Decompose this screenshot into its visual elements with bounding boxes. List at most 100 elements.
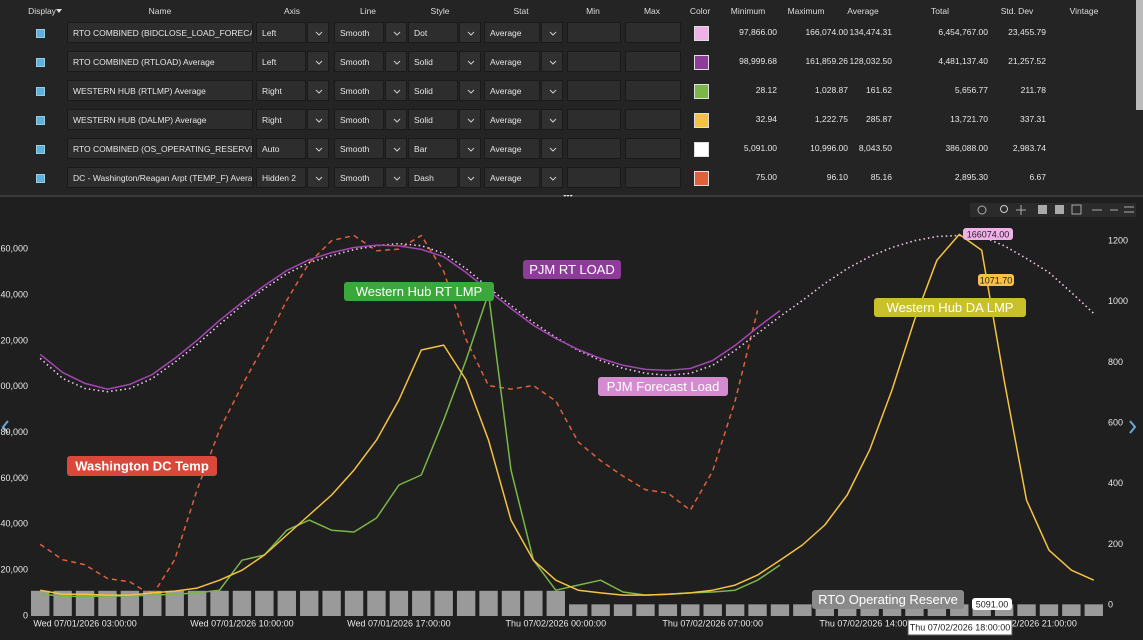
stat-dropdown[interactable]: Average bbox=[484, 167, 540, 188]
style-dropdown-arrow bbox=[459, 109, 481, 130]
stat-dropdown-arrow bbox=[541, 138, 563, 159]
column-header: Total bbox=[931, 6, 949, 16]
y-tick-label: 140,000 bbox=[0, 290, 28, 300]
maximum-value: 10,996.00 bbox=[810, 143, 848, 153]
checkbox[interactable] bbox=[36, 58, 45, 67]
bar bbox=[725, 604, 745, 616]
column-header: Display bbox=[28, 6, 56, 16]
pan-icon[interactable] bbox=[1016, 205, 1026, 215]
next-arrow[interactable] bbox=[1129, 420, 1137, 434]
bar bbox=[882, 604, 902, 616]
bar bbox=[927, 604, 947, 616]
color-swatch[interactable] bbox=[694, 142, 709, 157]
line-dropdown[interactable]: Smooth bbox=[334, 138, 384, 159]
style-dropdown[interactable]: Solid bbox=[408, 80, 458, 101]
axis-dropdown[interactable]: Right bbox=[256, 109, 306, 130]
stat-dropdown[interactable]: Average bbox=[484, 51, 540, 72]
name-input[interactable]: WESTERN HUB (RTLMP) Average bbox=[67, 80, 253, 101]
min-input[interactable] bbox=[567, 22, 621, 43]
maximum-value: 1,028.87 bbox=[814, 85, 848, 95]
zoom-in-icon[interactable] bbox=[1038, 205, 1047, 214]
axis-dropdown[interactable]: Left bbox=[256, 22, 306, 43]
checkbox[interactable] bbox=[36, 29, 45, 38]
min-input[interactable] bbox=[567, 138, 621, 159]
zoom-icon[interactable] bbox=[1000, 205, 1008, 213]
max-input[interactable] bbox=[625, 51, 681, 72]
stat-dropdown[interactable]: Average bbox=[484, 138, 540, 159]
checkbox[interactable] bbox=[36, 116, 45, 125]
axis-dropdown-arrow bbox=[307, 22, 329, 43]
max-input[interactable] bbox=[625, 80, 681, 101]
x-tick-label: Thu 07/02/2026 00:00:00 bbox=[505, 618, 606, 628]
color-swatch[interactable] bbox=[694, 84, 709, 99]
style-dropdown[interactable]: Dot bbox=[408, 22, 458, 43]
stat-dropdown-arrow bbox=[541, 80, 563, 101]
stat-dropdown[interactable]: Average bbox=[484, 22, 540, 43]
axis-dropdown[interactable]: Left bbox=[256, 51, 306, 72]
scrollbar[interactable] bbox=[1136, 0, 1143, 110]
max-input[interactable] bbox=[625, 138, 681, 159]
line-dropdown[interactable]: Smooth bbox=[334, 109, 384, 130]
autoscale-icon[interactable] bbox=[1071, 204, 1082, 215]
min-input[interactable] bbox=[567, 167, 621, 188]
y2-tick-label: 800 bbox=[1108, 357, 1123, 367]
y-tick-label: 120,000 bbox=[0, 335, 28, 345]
min-input[interactable] bbox=[567, 109, 621, 130]
y-tick-label: 160,000 bbox=[0, 244, 28, 254]
bar bbox=[950, 604, 969, 616]
axis-dropdown-arrow bbox=[307, 80, 329, 101]
bar bbox=[793, 604, 812, 616]
name-input[interactable]: RTO COMBINED (BIDCLOSE_LOAD_FORECAS bbox=[67, 22, 253, 43]
annotation-box bbox=[344, 282, 494, 301]
axis-dropdown[interactable]: Right bbox=[256, 80, 306, 101]
style-dropdown[interactable]: Solid bbox=[408, 51, 458, 72]
axis-dropdown[interactable]: Hidden 2 bbox=[256, 167, 306, 188]
sort-icon bbox=[56, 9, 62, 13]
line-dropdown-arrow bbox=[385, 167, 407, 188]
line-dropdown[interactable]: Smooth bbox=[334, 51, 384, 72]
checkbox[interactable] bbox=[36, 145, 45, 154]
color-swatch[interactable] bbox=[694, 113, 709, 128]
zoom-out-icon[interactable] bbox=[1055, 205, 1064, 214]
checkbox[interactable] bbox=[36, 174, 45, 183]
axis-dropdown[interactable]: Auto bbox=[256, 138, 306, 159]
style-dropdown[interactable]: Dash bbox=[408, 167, 458, 188]
x-tick-label: Wed 07/01/2026 03:00:00 bbox=[33, 618, 136, 628]
name-input[interactable]: RTO COMBINED (RTLOAD) Average bbox=[67, 51, 253, 72]
line-dropdown[interactable]: Smooth bbox=[334, 80, 384, 101]
name-input[interactable]: DC - Washington/Reagan Arpt (TEMP_F) Ave… bbox=[67, 167, 253, 188]
style-dropdown[interactable]: Solid bbox=[408, 109, 458, 130]
y-tick-label: 100,000 bbox=[0, 381, 28, 391]
style-dropdown-arrow bbox=[459, 51, 481, 72]
average-value: 8,043.50 bbox=[858, 143, 892, 153]
splitter-grip[interactable]: ••• bbox=[563, 195, 572, 200]
std_dev-value: 6.67 bbox=[1029, 172, 1046, 182]
total-value: 6,454,767.00 bbox=[938, 27, 988, 37]
toolbar-bg bbox=[970, 203, 1136, 217]
checkbox[interactable] bbox=[36, 87, 45, 96]
column-header: Color bbox=[689, 6, 711, 16]
color-swatch[interactable] bbox=[694, 26, 709, 41]
annotation: Western Hub RT LMP bbox=[356, 284, 482, 299]
min-input[interactable] bbox=[567, 80, 621, 101]
color-swatch[interactable] bbox=[694, 171, 709, 186]
prev-arrow[interactable] bbox=[1, 420, 9, 434]
name-input[interactable]: RTO COMBINED (OS_OPERATING_RESERVE) A bbox=[67, 138, 253, 159]
max-input[interactable] bbox=[625, 22, 681, 43]
axis-dropdown-arrow bbox=[307, 109, 329, 130]
max-input[interactable] bbox=[625, 109, 681, 130]
annotation-box bbox=[978, 274, 1014, 286]
name-input[interactable]: WESTERN HUB (DALMP) Average bbox=[67, 109, 253, 130]
style-dropdown[interactable]: Bar bbox=[408, 138, 458, 159]
stat-dropdown[interactable]: Average bbox=[484, 109, 540, 130]
camera-icon[interactable] bbox=[977, 205, 987, 215]
line-dropdown[interactable]: Smooth bbox=[334, 22, 384, 43]
stat-dropdown[interactable]: Average bbox=[484, 80, 540, 101]
min-input[interactable] bbox=[567, 51, 621, 72]
column-header: Axis bbox=[283, 6, 301, 16]
line-dropdown[interactable]: Smooth bbox=[334, 167, 384, 188]
max-input[interactable] bbox=[625, 167, 681, 188]
mode-icons[interactable] bbox=[1092, 206, 1134, 213]
minimum-value: 98,999.68 bbox=[739, 56, 777, 66]
color-swatch[interactable] bbox=[694, 55, 709, 70]
